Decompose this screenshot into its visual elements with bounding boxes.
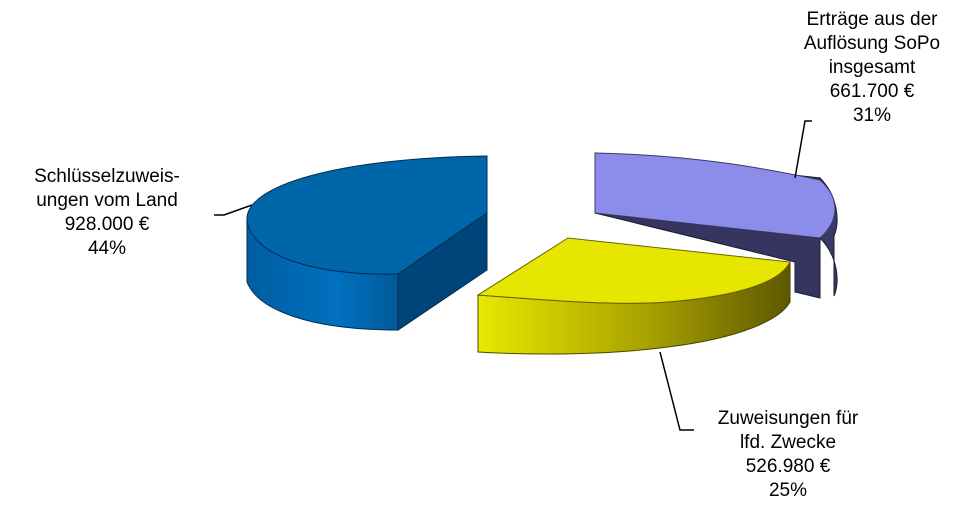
- leader-line-zuweisungen: [659, 351, 694, 431]
- data-label-schluessel-line-1: Schlüsselzuweis-: [34, 166, 180, 187]
- pie-slice-schluessel: [246, 155, 488, 331]
- pie-slice-sopo: [594, 152, 838, 299]
- data-label-sopo-value: 661.700 €: [829, 81, 915, 102]
- pie-slice-zuweisungen: [476, 237, 791, 355]
- data-label-sopo-line-2: Auflösung SoPo: [803, 33, 941, 54]
- data-label-sopo: Erträge aus der Auflösung SoPo insgesamt…: [772, 8, 972, 128]
- data-label-schluessel-percent: 44%: [87, 238, 127, 259]
- data-label-zuweisungen-percent: 25%: [768, 480, 808, 501]
- data-label-zuweisungen-value: 526.980 €: [745, 456, 831, 477]
- leader-line-schluessel: [214, 204, 253, 216]
- data-label-schluessel-line-2: ungen vom Land: [36, 190, 178, 211]
- data-label-schluessel-value: 928.000 €: [64, 214, 150, 235]
- slice-schluessel-top: [246, 155, 488, 275]
- data-label-zuweisungen-line-1: Zuweisungen für: [717, 408, 859, 429]
- leader-line-sopo: [794, 120, 812, 179]
- data-label-sopo-line-3: insgesamt: [828, 57, 916, 78]
- slice-zuweisungen-top: [476, 237, 791, 304]
- slice-sopo-top: [594, 152, 836, 239]
- data-label-zuweisungen: Zuweisungen für lfd. Zwecke 526.980 € 25…: [688, 407, 888, 503]
- data-label-sopo-line-1: Erträge aus der: [806, 9, 938, 30]
- data-label-sopo-percent: 31%: [852, 105, 892, 126]
- data-label-zuweisungen-line-2: lfd. Zwecke: [739, 432, 837, 453]
- data-label-schluessel: Schlüsselzuweis- ungen vom Land 928.000 …: [2, 165, 212, 261]
